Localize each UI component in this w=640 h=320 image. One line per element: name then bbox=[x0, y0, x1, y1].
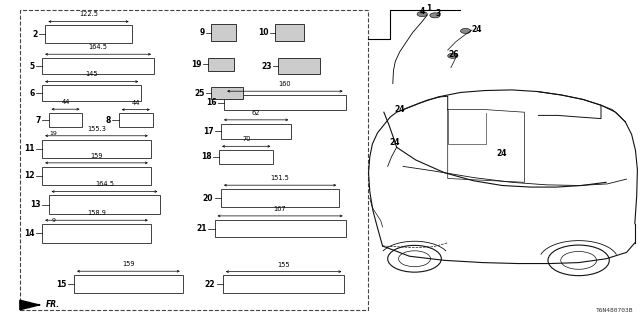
Text: 155.3: 155.3 bbox=[87, 126, 106, 132]
Text: 155: 155 bbox=[277, 261, 290, 268]
Bar bbox=[42, 85, 141, 101]
Bar bbox=[20, 10, 368, 310]
Text: 5: 5 bbox=[29, 61, 35, 70]
Bar bbox=[224, 95, 346, 110]
Bar bbox=[275, 24, 304, 41]
Text: 25: 25 bbox=[195, 89, 205, 98]
Text: 145: 145 bbox=[85, 71, 98, 77]
Text: 24: 24 bbox=[497, 149, 508, 158]
Bar bbox=[221, 189, 339, 207]
Bar bbox=[45, 25, 132, 43]
Text: 159: 159 bbox=[122, 261, 134, 267]
Bar bbox=[42, 58, 154, 74]
Bar bbox=[42, 167, 151, 185]
Text: 20: 20 bbox=[203, 194, 213, 203]
Circle shape bbox=[461, 28, 470, 34]
Bar bbox=[208, 58, 234, 71]
Text: 4: 4 bbox=[420, 7, 425, 16]
Bar bbox=[219, 150, 273, 164]
Bar bbox=[42, 140, 151, 158]
Text: 70: 70 bbox=[242, 136, 250, 142]
Bar bbox=[49, 196, 161, 214]
Text: 1: 1 bbox=[426, 4, 431, 13]
Polygon shape bbox=[20, 300, 39, 310]
Text: 16: 16 bbox=[206, 98, 216, 107]
Text: 160: 160 bbox=[278, 81, 291, 87]
Text: 2: 2 bbox=[33, 30, 38, 39]
Text: 6: 6 bbox=[29, 89, 35, 98]
Bar bbox=[42, 224, 151, 243]
Text: 19: 19 bbox=[191, 60, 202, 69]
Bar bbox=[211, 24, 236, 41]
Text: 17: 17 bbox=[203, 127, 213, 136]
Text: 122.5: 122.5 bbox=[79, 12, 98, 17]
Text: 9: 9 bbox=[200, 28, 205, 37]
Circle shape bbox=[417, 12, 428, 17]
Text: 24: 24 bbox=[390, 138, 400, 147]
Text: 24: 24 bbox=[471, 25, 482, 34]
Text: T6N480703B: T6N480703B bbox=[595, 308, 633, 313]
Bar bbox=[119, 114, 153, 127]
Text: 151.5: 151.5 bbox=[271, 175, 289, 181]
Bar bbox=[221, 124, 291, 139]
Text: 44: 44 bbox=[61, 99, 70, 105]
Text: 18: 18 bbox=[201, 152, 211, 161]
Text: 26: 26 bbox=[449, 50, 460, 59]
Bar bbox=[223, 276, 344, 293]
Text: 158.9: 158.9 bbox=[87, 210, 106, 216]
Text: 14: 14 bbox=[24, 229, 35, 238]
Bar bbox=[49, 113, 83, 127]
Text: 159: 159 bbox=[90, 153, 103, 159]
Text: 21: 21 bbox=[196, 224, 207, 233]
Text: 19: 19 bbox=[50, 132, 58, 137]
Circle shape bbox=[430, 13, 440, 18]
Text: 13: 13 bbox=[31, 200, 41, 209]
Text: 7: 7 bbox=[36, 116, 41, 125]
Bar bbox=[74, 275, 182, 293]
Bar bbox=[214, 220, 346, 237]
Text: 164.5: 164.5 bbox=[95, 181, 114, 188]
Text: 3: 3 bbox=[435, 9, 441, 18]
Text: 44: 44 bbox=[131, 100, 140, 106]
Bar bbox=[211, 87, 243, 100]
Text: 8: 8 bbox=[106, 116, 111, 125]
Text: 12: 12 bbox=[24, 172, 35, 180]
Text: 11: 11 bbox=[24, 144, 35, 153]
Circle shape bbox=[448, 53, 458, 58]
Text: 22: 22 bbox=[205, 280, 215, 289]
Text: 15: 15 bbox=[56, 280, 67, 289]
Text: 167: 167 bbox=[274, 206, 286, 212]
Text: 24: 24 bbox=[395, 105, 405, 114]
Text: 9: 9 bbox=[52, 218, 56, 223]
Bar bbox=[278, 58, 320, 74]
Text: 23: 23 bbox=[262, 61, 272, 70]
Text: 164.5: 164.5 bbox=[88, 44, 108, 50]
Text: FR.: FR. bbox=[45, 300, 60, 309]
Text: 10: 10 bbox=[259, 28, 269, 37]
Text: 62: 62 bbox=[252, 110, 260, 116]
